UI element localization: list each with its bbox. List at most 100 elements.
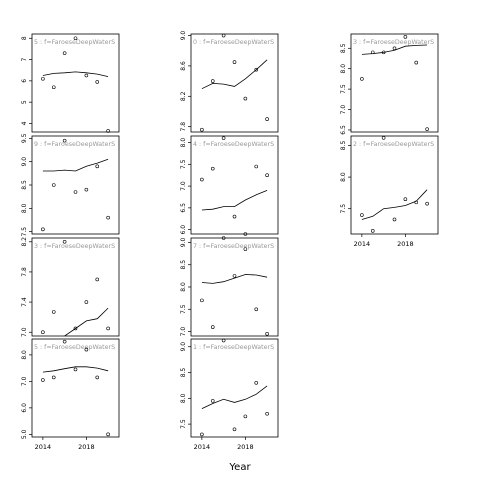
- panel-label: 2 : f=FaroeseDeepWaterS: [353, 141, 434, 148]
- data-point: [62, 138, 67, 143]
- data-point: [425, 127, 429, 131]
- y-tick-label: 8.2: [180, 91, 187, 101]
- data-point: [381, 50, 386, 55]
- trend-line: [201, 274, 268, 284]
- data-point: [265, 117, 269, 121]
- trend-line: [201, 59, 268, 90]
- data-point: [200, 177, 204, 182]
- data-point: [210, 399, 215, 403]
- data-point: [73, 326, 78, 331]
- y-tick-label: 8.5: [340, 43, 347, 53]
- data-point: [84, 347, 89, 352]
- data-point: [84, 187, 89, 192]
- data-point: [243, 96, 248, 101]
- trend-line: [361, 189, 428, 220]
- y-tick-label: 8.5: [180, 368, 187, 378]
- data-point: [414, 60, 419, 65]
- panel: 3 : f=FaroeseDeepWaterS 6.5 7.0 7.5 8.0 8.5: [340, 33, 439, 135]
- y-tick-label: 8: [21, 36, 28, 40]
- y-tick-label: 6.0: [180, 225, 187, 235]
- data-point: [210, 166, 215, 171]
- y-tick-label: 8.0: [21, 203, 28, 213]
- panel-frame: [190, 33, 279, 133]
- panel-frame: [31, 135, 120, 235]
- y-tick-label: 8.0: [180, 393, 187, 403]
- y-tick-label: 8.0: [180, 138, 187, 148]
- panel: 0 : f=FaroeseDeepWaterS 7.8 8.2 8.6 9.0: [180, 31, 279, 133]
- data-point: [200, 298, 204, 303]
- y-tick-label: 8.5: [180, 260, 187, 270]
- trend-line: [201, 385, 268, 409]
- data-point: [62, 51, 67, 55]
- y-tick-label: 8.6: [180, 61, 187, 71]
- data-point: [51, 85, 56, 90]
- data-point: [106, 129, 110, 133]
- trend-line: [42, 366, 109, 373]
- x-tick-label: 2018: [237, 443, 254, 451]
- panel-label: 9 : f=FaroeseDeepWaterS: [34, 141, 115, 148]
- trend-line: [42, 158, 109, 172]
- panel-label: 7 : f=FaroeseDeepWaterS: [193, 243, 274, 250]
- data-point: [95, 164, 100, 169]
- y-tick-label: 8.0: [180, 282, 187, 292]
- y-tick-label: 8.0: [21, 350, 28, 360]
- x-tick-label: 2014: [194, 443, 211, 451]
- data-point: [41, 378, 45, 382]
- panel-label: 5 : f=FaroeseDeepWaterS: [34, 344, 115, 351]
- x-tick-label: 2018: [397, 240, 414, 248]
- data-point: [403, 197, 408, 202]
- y-tick-label: 7.5: [180, 419, 187, 429]
- y-tick-label: 7.8: [21, 267, 28, 277]
- data-point: [41, 330, 45, 335]
- data-point: [106, 432, 110, 437]
- panel-label: 1 : f=FaroeseDeepWaterS: [193, 344, 274, 351]
- data-point: [254, 381, 259, 385]
- data-point: [41, 227, 45, 232]
- data-point: [41, 76, 45, 81]
- y-tick-label: 7.0: [21, 327, 28, 337]
- y-tick-label: 6: [21, 79, 28, 83]
- data-point: [232, 214, 237, 219]
- y-tick-label: 9.0: [21, 157, 28, 167]
- y-tick-label: 9.0: [180, 342, 187, 352]
- y-tick-label: 7.5: [21, 227, 28, 237]
- data-point: [243, 232, 248, 236]
- y-tick-label: 7.0: [180, 181, 187, 191]
- data-point: [370, 229, 375, 233]
- trend-line: [64, 307, 109, 336]
- data-point: [425, 201, 429, 206]
- y-tick-label: 6.0: [21, 403, 28, 413]
- panel-label: 4 : f=FaroeseDeepWaterS: [193, 141, 274, 148]
- data-point: [392, 217, 397, 222]
- data-point: [210, 79, 215, 83]
- panel: 5 : f=FaroeseDeepWaterS 4 5 6 7 8: [21, 33, 120, 133]
- data-point: [265, 411, 269, 416]
- data-point: [106, 326, 110, 331]
- data-point: [51, 310, 56, 314]
- panel: 4 : f=FaroeseDeepWaterS 6.0 6.5 7.0 7.5 8.0: [180, 135, 279, 236]
- data-point: [200, 127, 204, 132]
- y-tick-label: 7: [21, 57, 28, 61]
- panel: 1 : f=FaroeseDeepWaterS 7.5 8.0 8.5 9.0 2014 2…: [180, 338, 279, 451]
- data-point: [381, 136, 386, 140]
- data-point: [200, 432, 204, 437]
- y-tick-label: 7.5: [180, 304, 187, 314]
- trend-line: [201, 190, 268, 211]
- data-point: [51, 375, 56, 380]
- data-point: [254, 307, 259, 312]
- y-tick-label: 7.4: [21, 297, 28, 307]
- data-point: [106, 215, 110, 220]
- y-tick-label: 9.0: [180, 238, 187, 248]
- y-tick-label: 6.5: [340, 125, 347, 135]
- y-tick-label: 9.0: [180, 31, 187, 41]
- data-point: [414, 200, 419, 205]
- data-point: [95, 80, 100, 84]
- panel-label: 5 : f=FaroeseDeepWaterS: [34, 39, 115, 46]
- y-tick-label: 6.5: [180, 203, 187, 213]
- panel-frame: [350, 33, 439, 133]
- y-tick-label: 7.0: [340, 105, 347, 115]
- x-tick-label: 2014: [35, 443, 52, 451]
- panel: 9 : f=FaroeseDeepWaterS 7.5 8.0 8.5 9.0 9.5: [21, 133, 120, 237]
- data-point: [84, 300, 89, 304]
